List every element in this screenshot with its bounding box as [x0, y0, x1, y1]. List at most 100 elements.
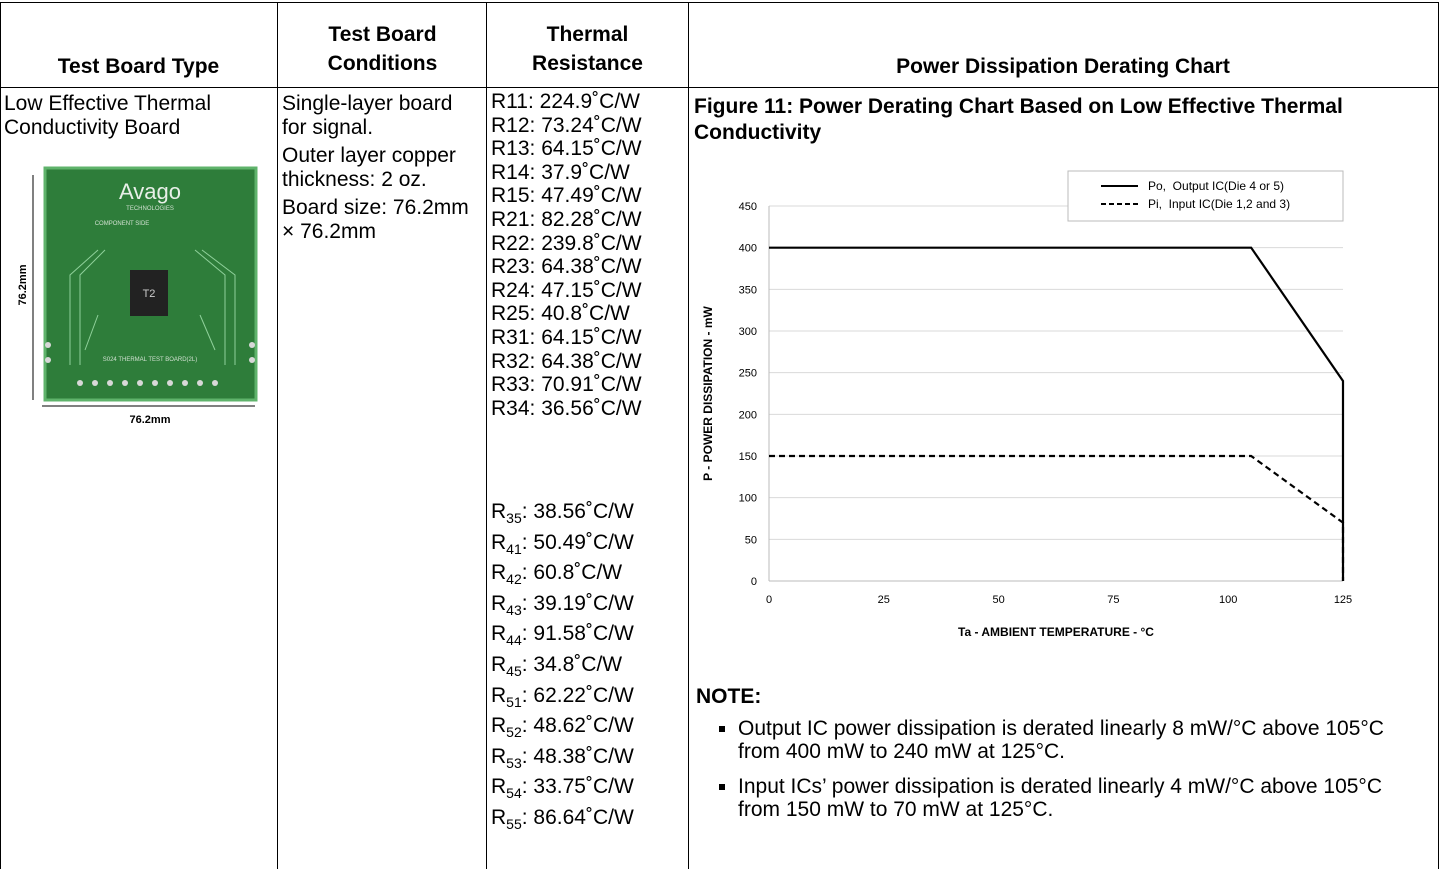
chip-label: T2 [143, 288, 156, 300]
table-top-border [0, 2, 1439, 3]
y-tick-label: 300 [739, 326, 757, 338]
board-type: Low Effective Thermal Conductivity Board [4, 92, 211, 139]
y-tick-label: 450 [739, 201, 757, 213]
header-cell: Test Board Conditions [327, 23, 438, 75]
resistance-value: : 34.8˚C/W [521, 653, 623, 676]
resistance-symbol: R [491, 683, 507, 707]
chart: 0 50 100 150 200 250 300 350 400 450 0 25 50 75 100 125… [701, 170, 1352, 639]
condition: Single-layer board for signal. [282, 92, 453, 139]
resistance-subscript: 52 [506, 724, 522, 741]
traces [69, 249, 236, 365]
resistance: R21: 82.28˚C/W [491, 208, 642, 231]
logo-sub: TECHNOLOGIES [126, 206, 174, 212]
resistance: R22: 239.8˚C/W [491, 231, 642, 255]
x-tick-label: 75 [1107, 594, 1119, 606]
conditions: Single-layer board for signal. Outer laye… [282, 92, 482, 248]
resistance-subscript: 55 [506, 816, 522, 833]
resistance-symbol: R [491, 561, 507, 585]
y-tick-label: 200 [739, 409, 757, 421]
height-label: 76.2mm [17, 264, 29, 305]
resistance: R11: 224.9˚C/W [491, 90, 640, 113]
resistance-value: : 86.64˚C/W [521, 806, 634, 829]
resistance: R55: 86.64˚C/W [491, 806, 634, 832]
resistance: R34: 36.56˚C/W [491, 396, 642, 420]
legend-box [1067, 170, 1344, 222]
col-border [277, 2, 278, 869]
resistance-symbol: R [491, 775, 507, 799]
resistance-symbol: R [491, 622, 507, 646]
resistance: R51: 62.22˚C/W [491, 684, 634, 710]
note: NOTE: Output IC power dissipation is der… [696, 685, 1426, 833]
resistance-subscript: 44 [506, 632, 522, 649]
header-cell: Power Dissipation Derating Chart [896, 55, 1230, 78]
resistance-value: : 48.62˚C/W [521, 714, 634, 738]
resistance-subscript: 41 [506, 540, 522, 557]
pins [45, 342, 255, 386]
resistance: R42: 60.8˚C/W [491, 561, 622, 587]
header-cell: Thermal Resistance [532, 23, 643, 75]
y-tick-label: 400 [739, 243, 757, 255]
resistance-symbol: R [491, 714, 507, 738]
condition: Board size: 76.2mm × 76.2mm [282, 196, 469, 243]
x-tick-label: 125 [1334, 594, 1352, 606]
resistance-subscript: 53 [506, 754, 522, 771]
resistance-symbol: R [491, 500, 507, 523]
board-name: S024 THERMAL TEST BOARD(2L) [103, 357, 197, 363]
side-label: COMPONENT SIDE [95, 221, 150, 227]
resistance-subscript: 43 [506, 601, 522, 618]
resistance: R35: 38.56˚C/W [491, 500, 634, 526]
note-list: Output IC power dissipation is derated l… [696, 717, 1426, 821]
resistance-symbol: R [491, 744, 507, 768]
header-cell: Test Board Type [57, 55, 220, 78]
resistance: R52: 48.62˚C/W [491, 714, 634, 740]
resistance-symbol: R [491, 530, 507, 554]
x-tick-label: 100 [1219, 594, 1237, 606]
resistance: R53: 48.38˚C/W [491, 745, 634, 771]
resistance: R23: 64.38˚C/W [491, 255, 642, 279]
y-tick-label: 150 [739, 451, 757, 463]
y-tick-label: 350 [739, 284, 757, 296]
resistance-symbol: R [491, 653, 507, 676]
resistance: R33: 70.91˚C/W [491, 373, 642, 397]
figure-title: Figure 11: Power Derating Chart Based on… [694, 95, 1343, 144]
resistance-subscript: 54 [506, 785, 522, 802]
resistance-value: : 62.22˚C/W [521, 683, 634, 707]
x-tick-label: 25 [878, 594, 890, 606]
col-border [486, 2, 487, 869]
resistance-value: : 39.19˚C/W [521, 591, 634, 615]
resistance: R14: 37.9˚C/W [491, 160, 630, 184]
x-axis-label: Ta - AMBIENT TEMPERATURE - °C [958, 625, 1154, 639]
resistance: R32: 64.38˚C/W [491, 349, 642, 373]
y-tick-label: 0 [751, 576, 757, 588]
board-edge [43, 166, 258, 402]
resistance: R44: 91.58˚C/W [491, 622, 634, 648]
y-tick-label: 250 [739, 368, 757, 380]
width-label: 76.2mm [130, 414, 171, 426]
series-line [769, 454, 1345, 581]
resistance-subscript: 42 [506, 571, 522, 588]
resistance-subscript: 51 [506, 693, 522, 710]
x-tick-label: 50 [992, 594, 1004, 606]
note-item: Output IC power dissipation is derated l… [738, 717, 1426, 763]
x-tick-label: 0 [766, 594, 772, 606]
y-tick-label: 100 [739, 493, 757, 505]
note-item: Input ICs’ power dissipation is derated … [738, 775, 1426, 821]
logo: Avago [119, 179, 181, 204]
resistance: R41: 50.49˚C/W [491, 531, 634, 557]
resistance-value: : 60.8˚C/W [521, 561, 623, 585]
legend-label: Pi, Input IC(Die 1,2 and 3) [1148, 197, 1290, 211]
resistance-value: : 48.38˚C/W [521, 744, 634, 768]
y-axis-label: P - POWER DISSIPATION - mW [701, 305, 715, 480]
resistance-subscript: 45 [506, 663, 522, 680]
resistance-subscript: 35 [506, 510, 522, 527]
col-border [688, 2, 689, 869]
resistance: R24: 47.15˚C/W [491, 278, 642, 302]
legend-label: Po, Output IC(Die 4 or 5) [1148, 179, 1284, 193]
resistance: R12: 73.24˚C/W [491, 113, 642, 137]
resistance-symbol: R [491, 806, 507, 829]
series-line [769, 246, 1345, 581]
resistance-value: : 38.56˚C/W [521, 500, 634, 523]
resistance: R13: 64.15˚C/W [491, 137, 642, 161]
resistance-value: : 91.58˚C/W [521, 622, 634, 646]
